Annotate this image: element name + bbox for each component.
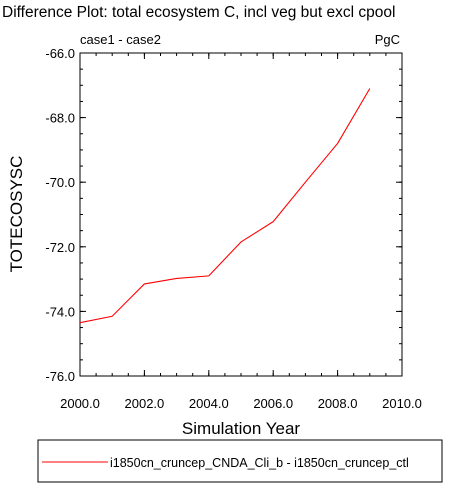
legend-label: i1850cn_cruncep_CNDA_Cli_b - i1850cn_cru… xyxy=(110,456,409,470)
y-axis-label: TOTECOSYSC xyxy=(7,156,26,273)
y-tick-label: -72.0 xyxy=(45,240,75,255)
x-tick-label: 2000.0 xyxy=(60,396,100,411)
x-tick-labels: 2000.0 2002.0 2004.0 2006.0 2008.0 2010.0 xyxy=(60,396,422,411)
x-tick-label: 2010.0 xyxy=(382,396,422,411)
x-axis-label: Simulation Year xyxy=(182,419,300,438)
legend-box xyxy=(37,439,443,483)
x-tick-label: 2004.0 xyxy=(189,396,229,411)
chart-title: Difference Plot: total ecosystem C, incl… xyxy=(2,4,395,21)
x-tick-label: 2008.0 xyxy=(318,396,358,411)
series-line-0 xyxy=(79,88,371,324)
minor-ticks xyxy=(79,52,403,377)
units-label: PgC xyxy=(375,32,400,47)
x-tick-label: 2006.0 xyxy=(253,396,293,411)
plot-frame xyxy=(79,52,403,377)
chart-subtitle: case1 - case2 xyxy=(80,32,161,47)
legend: i1850cn_cruncep_CNDA_Cli_b - i1850cn_cru… xyxy=(37,439,443,483)
x-tick-label: 2002.0 xyxy=(125,396,165,411)
y-tick-label: -76.0 xyxy=(45,369,75,384)
y-tick-label: -70.0 xyxy=(45,175,75,190)
y-tick-label: -66.0 xyxy=(45,46,75,61)
y-tick-label: -74.0 xyxy=(45,304,75,319)
y-tick-label: -68.0 xyxy=(45,111,75,126)
series-group xyxy=(79,88,371,324)
major-ticks xyxy=(79,52,403,377)
y-tick-labels: -76.0 -74.0 -72.0 -70.0 -68.0 -66.0 xyxy=(45,46,75,384)
